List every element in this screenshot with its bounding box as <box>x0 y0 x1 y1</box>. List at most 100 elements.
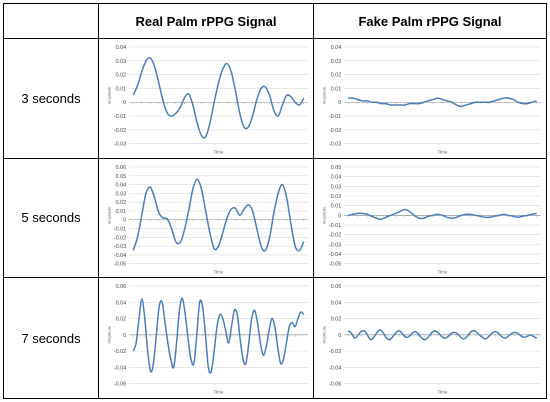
data-point <box>188 339 189 340</box>
data-point <box>434 331 435 332</box>
data-point <box>265 87 266 88</box>
data-point <box>180 242 181 243</box>
data-point <box>437 98 438 99</box>
data-point <box>351 333 352 334</box>
y-tick-label: 0.02 <box>116 73 127 79</box>
y-tick-label: 0.02 <box>116 317 127 323</box>
data-point <box>532 214 533 215</box>
data-point <box>228 343 229 344</box>
data-point <box>133 250 134 251</box>
data-point <box>527 215 528 216</box>
data-point <box>456 333 457 334</box>
y-tick-label: -0.04 <box>114 253 126 259</box>
data-point <box>395 213 396 214</box>
data-point <box>517 333 518 334</box>
y-tick-label: 0.03 <box>331 184 342 190</box>
data-point <box>197 179 198 180</box>
y-tick-label: 0.01 <box>331 203 342 209</box>
data-point <box>386 217 387 218</box>
data-point <box>231 71 232 72</box>
data-point <box>163 217 164 218</box>
data-point <box>137 85 138 86</box>
data-point <box>243 359 244 360</box>
data-point <box>418 334 419 335</box>
data-point <box>424 340 425 341</box>
data-point <box>444 338 445 339</box>
data-point <box>141 215 142 216</box>
series-line <box>348 97 537 108</box>
data-point <box>404 105 405 106</box>
data-point <box>244 208 245 209</box>
data-point <box>298 318 299 319</box>
data-point <box>466 337 467 338</box>
data-point <box>136 343 137 344</box>
data-point <box>286 95 287 96</box>
data-point <box>442 215 443 216</box>
data-point <box>254 310 255 311</box>
data-point <box>283 359 284 360</box>
y-tick-label: -0.01 <box>114 114 126 120</box>
data-point <box>461 106 462 107</box>
data-point <box>421 338 422 339</box>
data-point <box>303 241 304 242</box>
data-point <box>380 330 381 331</box>
data-point <box>367 335 368 336</box>
data-point <box>218 245 219 246</box>
data-point <box>348 98 349 99</box>
x-axis-label: Time <box>438 150 448 155</box>
data-point <box>278 116 279 117</box>
data-point <box>364 331 365 332</box>
y-tick-label: 0.01 <box>116 209 127 215</box>
y-axis-label: Amplitude <box>321 326 326 344</box>
data-point <box>393 336 394 337</box>
data-point <box>405 337 406 338</box>
data-point <box>154 66 155 67</box>
data-point <box>501 336 502 337</box>
data-point <box>433 215 434 216</box>
y-tick-label: 0.04 <box>331 301 342 307</box>
data-point <box>357 99 358 100</box>
data-point <box>489 102 490 103</box>
data-point <box>390 215 391 216</box>
data-point <box>348 331 349 332</box>
data-point <box>381 103 382 104</box>
data-point <box>237 314 238 315</box>
data-point <box>202 306 203 307</box>
y-tick-label: -0.01 <box>114 226 126 232</box>
y-tick-label: -0.01 <box>329 114 341 120</box>
y-tick-label: 0.06 <box>116 165 127 171</box>
data-point <box>450 334 451 335</box>
y-tick-label: 0.01 <box>331 86 342 92</box>
data-point <box>362 213 363 214</box>
data-point <box>433 99 434 100</box>
data-point <box>234 310 235 311</box>
data-point <box>144 318 145 319</box>
data-point <box>273 212 274 213</box>
y-axis-label: Amplitude <box>321 205 326 223</box>
data-point <box>227 63 228 64</box>
data-point <box>210 123 211 124</box>
data-point <box>286 197 287 198</box>
data-point <box>381 218 382 219</box>
data-point <box>184 230 185 231</box>
data-point <box>522 216 523 217</box>
data-point <box>495 332 496 333</box>
y-tick-label: 0.02 <box>116 200 127 206</box>
data-point <box>514 332 515 333</box>
data-point <box>277 347 278 348</box>
data-point <box>266 347 267 348</box>
x-axis-label: Time <box>214 269 224 274</box>
data-point <box>150 58 151 59</box>
data-point <box>453 332 454 333</box>
data-point <box>251 318 252 319</box>
data-point <box>400 105 401 106</box>
row-label-5-seconds: 5 seconds <box>4 158 99 279</box>
data-point <box>260 343 261 344</box>
data-point <box>533 336 534 337</box>
data-point <box>133 351 134 352</box>
series-line <box>132 57 305 139</box>
y-tick-label: -0.03 <box>114 142 126 148</box>
data-point <box>256 99 257 100</box>
data-point <box>367 214 368 215</box>
data-point <box>170 359 171 360</box>
